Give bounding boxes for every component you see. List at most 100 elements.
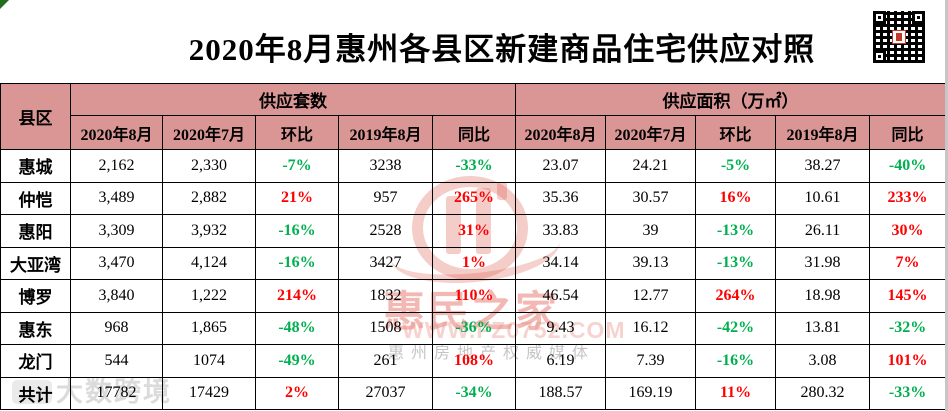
percent-cell: -7%: [255, 149, 339, 183]
percent-cell: 214%: [255, 279, 339, 313]
qr-finder-icon: [873, 50, 886, 63]
subheader-area-2019-08: 2019年8月: [775, 115, 871, 150]
percent-cell: -16%: [695, 344, 777, 378]
value-cell: 31.98: [775, 246, 871, 280]
percent-cell: -13%: [695, 246, 777, 280]
subheader-area-2020-08: 2020年8月: [515, 115, 607, 150]
subheader-area-yoy: 同比: [869, 115, 947, 150]
value-cell: 3,309: [70, 214, 163, 248]
percent-cell: -48%: [255, 311, 339, 345]
table-row: 博罗 3,840 1,222 214% 1832 110% 46.54 12.77 264% 18…: [0, 279, 947, 313]
value-cell: 280.32: [775, 376, 871, 410]
value-cell: 3.08: [775, 344, 871, 378]
sub-header-row: 2020年8月 2020年7月 环比 2019年8月 同比 2020年8月 20…: [1, 115, 947, 150]
percent-cell: 101%: [869, 344, 947, 378]
value-cell: 39: [605, 214, 697, 248]
value-cell: 3427: [338, 246, 433, 280]
value-cell: 3238: [338, 149, 433, 183]
value-cell: 18.98: [775, 279, 871, 313]
value-cell: 4,124: [162, 246, 256, 280]
value-cell: 1074: [162, 344, 256, 378]
value-cell: 957: [338, 181, 433, 215]
district-label: 龙门: [0, 344, 71, 378]
qr-code-icon: [870, 8, 928, 66]
value-cell: 1832: [338, 279, 433, 313]
subheader-area-2020-07: 2020年7月: [605, 115, 697, 150]
value-cell: 26.11: [775, 214, 871, 248]
percent-cell: 265%: [431, 181, 517, 215]
supply-comparison-table: 县区 供应套数 供应面积（万㎡） 2020年8月 2020年7月 环比 2019…: [0, 83, 947, 410]
value-cell: 35.36: [515, 181, 607, 215]
district-label: 惠城: [0, 149, 71, 183]
percent-cell: -33%: [431, 149, 517, 183]
percent-cell: 145%: [869, 279, 947, 313]
value-cell: 2528: [338, 214, 433, 248]
header-supply-area: 供应面积（万㎡）: [515, 83, 947, 116]
table-body: 惠城 2,162 2,330 -7% 3238 -33% 23.07 24.21 -5% 38.2…: [0, 149, 947, 410]
percent-cell: -36%: [431, 311, 517, 345]
percent-cell: -16%: [255, 246, 339, 280]
value-cell: 12.77: [605, 279, 697, 313]
value-cell: 46.54: [515, 279, 607, 313]
percent-cell: -16%: [255, 214, 339, 248]
district-label: 共计: [0, 376, 71, 410]
district-label: 惠东: [0, 311, 71, 345]
qr-finder-icon: [873, 11, 886, 24]
right-edge-strip: [945, 0, 948, 411]
subheader-units-2020-07: 2020年7月: [162, 115, 256, 150]
percent-cell: -5%: [695, 149, 777, 183]
district-label: 大亚湾: [0, 246, 71, 280]
value-cell: 13.81: [775, 311, 871, 345]
percent-cell: 1%: [431, 246, 517, 280]
district-label: 仲恺: [0, 181, 71, 215]
value-cell: 9.43: [515, 311, 607, 345]
percent-cell: 108%: [431, 344, 517, 378]
value-cell: 16.12: [605, 311, 697, 345]
value-cell: 7.39: [605, 344, 697, 378]
value-cell: 27037: [338, 376, 433, 410]
value-cell: 6.19: [515, 344, 607, 378]
subheader-units-2020-08: 2020年8月: [70, 115, 163, 150]
percent-cell: -49%: [255, 344, 339, 378]
percent-cell: 7%: [869, 246, 947, 280]
value-cell: 3,932: [162, 214, 256, 248]
table-row: 大亚湾 3,470 4,124 -16% 3427 1% 34.14 39.13 -13% 31.…: [0, 246, 947, 280]
subheader-units-yoy: 同比: [431, 115, 517, 150]
subheader-units-mom: 环比: [255, 115, 339, 150]
value-cell: 544: [70, 344, 163, 378]
table-row: 龙门 544 1074 -49% 261 108% 6.19 7.39 -16% 3.08 101%: [0, 344, 947, 378]
table-row: 惠城 2,162 2,330 -7% 3238 -33% 23.07 24.21 -5% 38.2…: [0, 149, 947, 183]
table-row: 惠东 968 1,865 -48% 1508 -36% 9.43 16.12 -42% 13.81…: [0, 311, 947, 345]
percent-cell: -34%: [431, 376, 517, 410]
value-cell: 17429: [162, 376, 256, 410]
value-cell: 3,470: [70, 246, 163, 280]
district-label: 惠阳: [0, 214, 71, 248]
percent-cell: 30%: [869, 214, 947, 248]
value-cell: 3,489: [70, 181, 163, 215]
percent-cell: 16%: [695, 181, 777, 215]
header-supply-units: 供应套数: [69, 83, 517, 116]
percent-cell: 233%: [869, 181, 947, 215]
value-cell: 188.57: [515, 376, 607, 410]
value-cell: 10.61: [775, 181, 871, 215]
percent-cell: 264%: [695, 279, 777, 313]
percent-cell: 21%: [255, 181, 339, 215]
percent-cell: 31%: [431, 214, 517, 248]
percent-cell: -32%: [869, 311, 947, 345]
value-cell: 24.21: [605, 149, 697, 183]
group-header-row: 县区 供应套数 供应面积（万㎡）: [0, 83, 947, 150]
value-cell: 261: [338, 344, 433, 378]
value-cell: 30.57: [605, 181, 697, 215]
value-cell: 1508: [338, 311, 433, 345]
subheader-area-mom: 环比: [695, 115, 777, 150]
percent-cell: -33%: [869, 376, 947, 410]
subheader-units-2019-08: 2019年8月: [338, 115, 433, 150]
table-row: 仲恺 3,489 2,882 21% 957 265% 35.36 30.57 16% 10.61…: [0, 181, 947, 215]
value-cell: 33.83: [515, 214, 607, 248]
value-cell: 38.27: [775, 149, 871, 183]
qr-center-logo-icon: [892, 30, 906, 44]
page-title: 2020年8月惠州各县区新建商品住宅供应对照: [188, 32, 816, 67]
value-cell: 17782: [70, 376, 163, 410]
percent-cell: -13%: [695, 214, 777, 248]
